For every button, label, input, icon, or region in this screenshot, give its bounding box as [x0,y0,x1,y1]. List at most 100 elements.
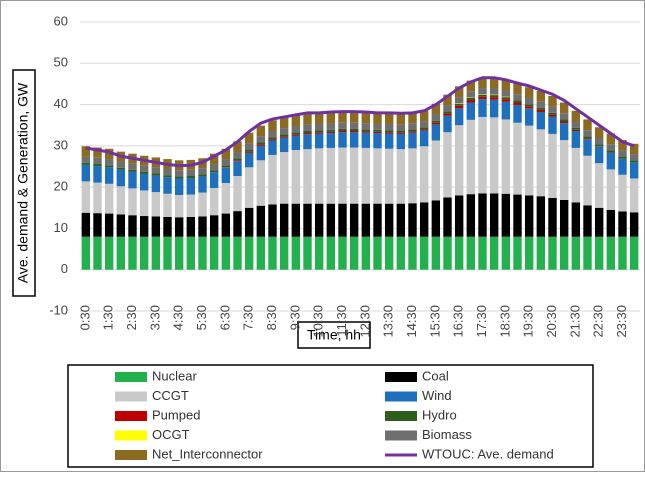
x-tick-label: 8:30 [264,305,279,330]
bar-segment [233,161,241,176]
bar-segment [128,172,136,189]
bar-segment [537,129,545,196]
bar-segment [548,198,556,237]
bar-segment [537,237,545,270]
bar-segment [432,114,440,120]
bar-segment [595,163,603,208]
x-tick-label: 23:30 [614,305,629,338]
x-tick-label: 5:30 [194,305,209,330]
bar-segment [175,176,183,178]
bar-segment [502,194,510,237]
bar-segment [583,130,591,136]
bar-segment [572,131,580,148]
bar-segment [315,124,323,130]
bar-segment [117,170,125,187]
bar-segment [338,131,346,132]
bar-segment [373,132,381,133]
bar-segment [268,120,276,131]
bar-segment [362,112,370,123]
bar-segment [315,130,323,132]
bar-segment [525,126,533,196]
bar-segment [455,195,463,236]
bar-segment [618,150,626,156]
bar-segment [140,166,148,172]
bar-segment [467,98,475,100]
bar-segment [338,237,346,270]
bar-segment [350,132,358,147]
bar-segment [105,184,113,214]
bar-segment [303,237,311,270]
bar-segment [268,137,276,139]
bar-segment [198,174,206,176]
bar-segment [618,212,626,237]
bar-segment [105,214,113,237]
bar-segment [397,124,405,130]
bar-segment [268,204,276,236]
bar-segment [105,159,113,165]
x-tick-label: 1:30 [101,305,116,330]
bar-segment [82,237,90,270]
bar-segment [618,159,626,175]
bar-segment [397,204,405,237]
bar-segment [618,237,626,270]
bar-segment [373,237,381,270]
bar-segment [292,204,300,237]
bar-segment [93,213,101,237]
bar-segment [117,237,125,270]
bar-segment [187,217,195,237]
bar-segment [362,123,370,129]
bar-segment [210,188,218,215]
y-tick-label: 20 [54,179,68,194]
bar-segment [198,168,206,174]
bar-segment [163,217,171,237]
bar-segment [268,237,276,270]
bar-segment [420,237,428,270]
bar-segment [175,237,183,270]
bar-segment [455,104,463,106]
bar-segment [327,148,335,204]
x-tick-label: 13:30 [381,305,396,338]
bar-segment [630,237,638,270]
bar-segment [397,131,405,133]
bar-segment [222,237,230,270]
bar-segment [443,237,451,270]
bar-segment [548,237,556,270]
bar-segment [222,183,230,214]
bar-segment [315,132,323,133]
bar-segment [432,237,440,270]
bar-segment [315,204,323,237]
bar-segment [280,138,288,152]
bar-segment [82,213,90,237]
bar-segment [443,105,451,111]
bar-segment [548,117,556,134]
bar-segment [467,91,475,97]
legend-swatch [115,450,147,460]
bar-segment [432,200,440,236]
bar-segment [327,204,335,237]
bar-segment [117,186,125,214]
bar-segment [140,172,148,174]
bar-segment [385,237,393,270]
bar-segment [82,163,90,165]
bar-segment [303,131,311,133]
bar-segment [397,134,405,149]
bar-segment [93,158,101,164]
bar-segment [280,152,288,204]
bar-segment [222,159,230,165]
bar-segment [198,193,206,217]
bar-segment [292,136,300,150]
bar-segment [128,170,136,172]
bar-segment [117,214,125,236]
bar-segment [595,237,603,270]
bar-segment [560,200,568,237]
bar-segment [420,146,428,202]
y-axis-title: Ave. demand & Generation, GW [15,82,31,283]
bar-segment [292,237,300,270]
bar-segment [210,164,218,170]
bar-segment [93,164,101,166]
bar-segment [525,104,533,106]
bar-segment [548,113,556,115]
bar-segment [350,204,358,237]
bar-segment [303,204,311,237]
bar-segment [338,204,346,237]
